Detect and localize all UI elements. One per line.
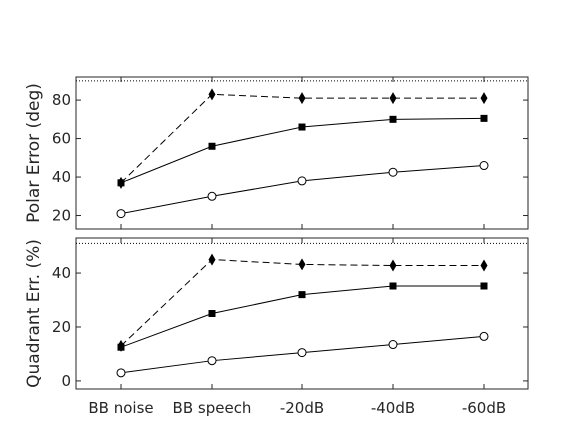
- data-point-diamond: [480, 92, 488, 105]
- x-tick-label: -40dB: [371, 399, 415, 417]
- y-tick-label: 60: [52, 130, 71, 148]
- data-point-circle: [297, 176, 307, 186]
- data-point-square: [117, 179, 125, 187]
- data-point-diamond: [208, 88, 216, 101]
- data-point-circle: [388, 167, 398, 177]
- data-point-diamond: [298, 92, 306, 105]
- quadrant-error-panel: 0 20 40 Quadrant Err. (%) BB noise BB speech -…: [24, 237, 529, 417]
- data-point-circle: [388, 340, 398, 350]
- data-point-square: [298, 123, 306, 131]
- data-point-square: [389, 282, 397, 290]
- y-tick-label: 80: [52, 91, 71, 109]
- x-tick-label: -20dB: [280, 399, 324, 417]
- y-axis-label: Polar Error (deg): [24, 83, 44, 223]
- data-point-square: [208, 310, 216, 317]
- x-tick-label: BB noise: [88, 399, 153, 417]
- data-point-square: [389, 115, 397, 123]
- y-tick-label: 40: [52, 264, 71, 282]
- y-axis-label: Quadrant Err. (%): [24, 239, 44, 388]
- data-point-circle: [297, 348, 307, 358]
- data-point-circle: [207, 356, 217, 366]
- data-point-diamond: [298, 258, 306, 271]
- data-point-circle: [116, 209, 126, 219]
- data-point-circle: [116, 368, 126, 378]
- data-point-diamond: [208, 253, 216, 266]
- x-tick-label: -60dB: [462, 399, 506, 417]
- data-point-square: [117, 343, 125, 351]
- data-point-diamond: [389, 259, 397, 272]
- data-point-square: [298, 291, 306, 299]
- x-tick-label: BB speech: [173, 399, 252, 417]
- y-tick-label: 20: [52, 207, 71, 225]
- data-point-circle: [207, 191, 217, 201]
- y-tick-label: 0: [61, 372, 71, 390]
- data-point-circle: [479, 161, 489, 171]
- data-point-circle: [479, 331, 489, 341]
- data-point-square: [208, 142, 216, 150]
- data-point-square: [480, 114, 488, 122]
- y-tick-label: 40: [52, 168, 71, 186]
- y-tick-label: 20: [52, 318, 71, 336]
- series-line-circle: [120, 165, 485, 215]
- polar-error-panel: 20 40 60 80 Polar Error (deg): [24, 76, 529, 230]
- series-line-diamond: [120, 259, 484, 347]
- data-point-diamond: [389, 92, 397, 105]
- data-point-diamond: [480, 259, 488, 272]
- data-point-square: [480, 282, 488, 290]
